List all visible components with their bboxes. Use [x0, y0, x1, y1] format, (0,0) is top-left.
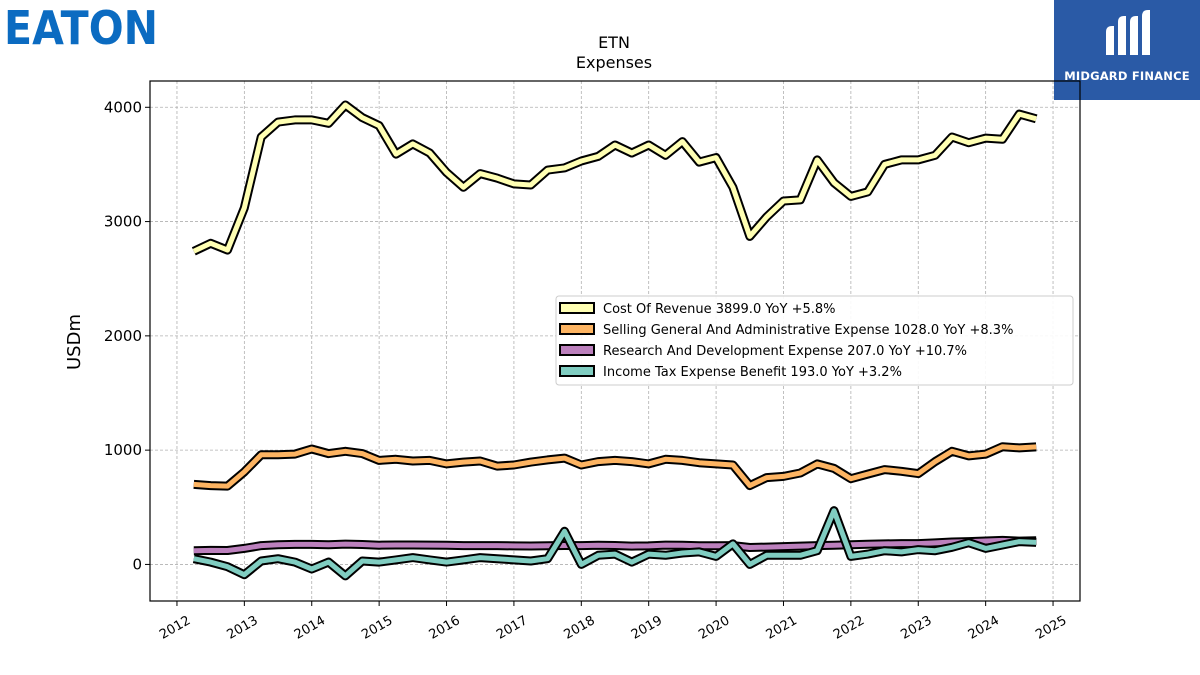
midgard-finance-logo: MIDGARD FINANCE: [1054, 0, 1200, 100]
x-tick-label: 2012: [157, 613, 193, 643]
x-tick-label: 2024: [966, 613, 1002, 643]
midgard-emblem-icon: [1106, 10, 1150, 55]
x-tick-label: 2013: [225, 613, 261, 643]
legend-label: Cost Of Revenue 3899.0 YoY +5.8%: [603, 302, 836, 317]
legend-swatch: [559, 302, 595, 314]
plot-frame: [149, 80, 1081, 602]
series-line: [193, 535, 1037, 556]
midgard-finance-text: MIDGARD FINANCE: [1064, 69, 1190, 83]
x-tick-label: 2023: [898, 613, 934, 643]
x-tick-label: 2017: [494, 613, 530, 643]
x-tick-label: 2020: [696, 613, 732, 643]
series-outline: [191, 100, 1038, 256]
series-line: [191, 100, 1038, 256]
legend-item: Research And Development Expense 207.0 Y…: [559, 344, 967, 359]
y-tick-label: 3000: [104, 213, 142, 231]
legend-item: Income Tax Expense Benefit 193.0 YoY +3.…: [559, 365, 902, 380]
series-line: [192, 506, 1037, 581]
legend-swatch: [559, 323, 595, 335]
y-tick-label: 4000: [104, 98, 142, 116]
y-tick-label: 2000: [104, 327, 142, 345]
legend-swatch: [559, 344, 595, 356]
series-line: [193, 442, 1037, 491]
legend-label: Research And Development Expense 207.0 Y…: [603, 344, 967, 359]
x-tick-label: 2016: [427, 613, 463, 643]
x-tick-label: 2018: [561, 613, 597, 643]
x-axis-ticks: 2012 2013 2014 2015 2016 2017 2018 2019 2020 2021…: [157, 601, 1069, 643]
x-tick-label: 2019: [629, 613, 665, 643]
y-axis-ticks: 0 1000 2000 3000 4000: [104, 98, 150, 573]
x-tick-label: 2015: [359, 613, 395, 643]
x-tick-label: 2014: [292, 613, 328, 643]
eaton-logo-text: EATON: [4, 4, 158, 48]
legend-item: Cost Of Revenue 3899.0 YoY +5.8%: [559, 302, 836, 317]
chart-subtitle: Expenses: [576, 53, 652, 72]
y-tick-label: 0: [132, 555, 142, 573]
eaton-logo: EATON: [4, 1, 160, 55]
x-tick-label: 2021: [764, 613, 800, 643]
series-lines: [191, 100, 1038, 581]
series-fill-line: [192, 102, 1037, 254]
chart-legend: Cost Of Revenue 3899.0 YoY +5.8% Selling …: [555, 295, 1074, 386]
y-tick-label: 1000: [104, 441, 142, 459]
y-axis-label: USDm: [64, 314, 85, 370]
legend-box: [555, 295, 1074, 386]
legend-label: Income Tax Expense Benefit 193.0 YoY +3.…: [603, 365, 902, 380]
x-tick-label: 2022: [831, 613, 867, 643]
x-tick-label: 2025: [1033, 613, 1069, 643]
chart-title: ETN: [598, 33, 630, 52]
series-fill-line: [193, 537, 1037, 554]
series-fill-line: [193, 444, 1037, 489]
legend-label: Selling General And Administrative Expen…: [603, 323, 1013, 338]
series-fill-line: [193, 508, 1037, 579]
legend-item: Selling General And Administrative Expen…: [559, 323, 1013, 338]
legend-swatch: [559, 365, 595, 377]
